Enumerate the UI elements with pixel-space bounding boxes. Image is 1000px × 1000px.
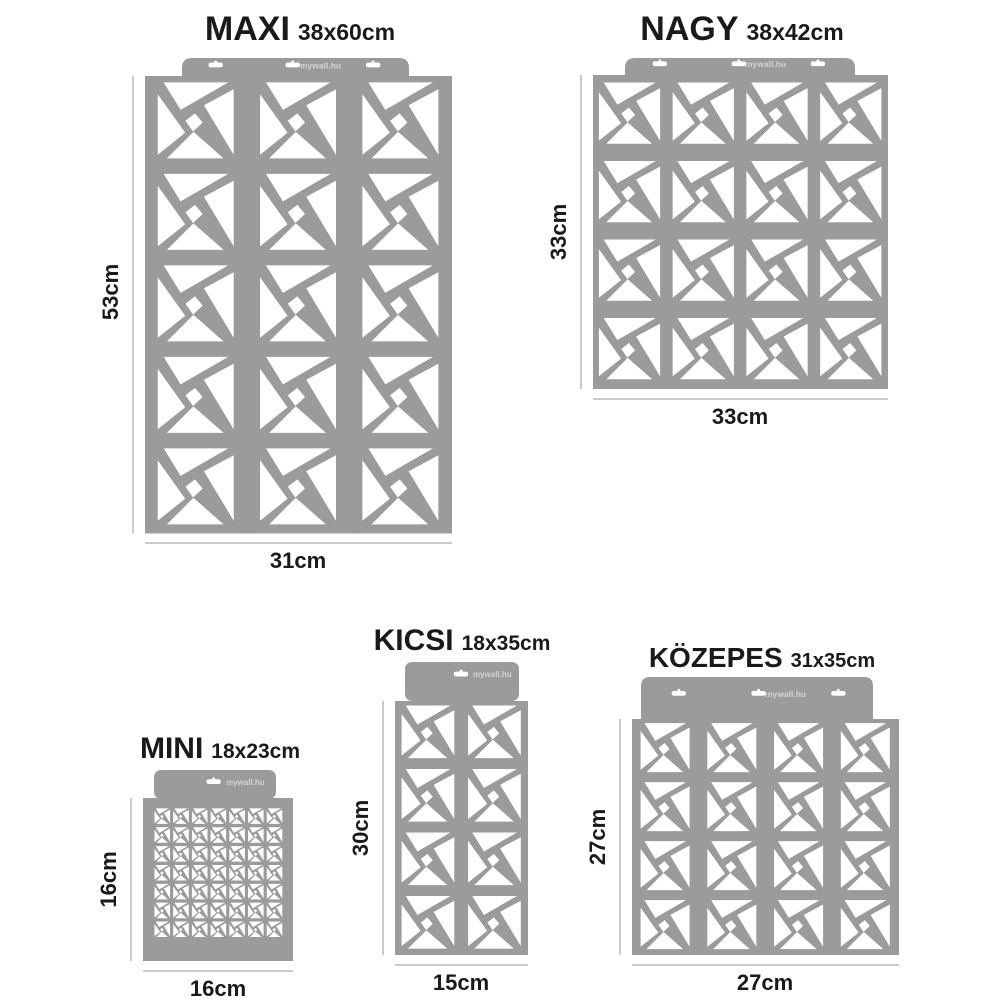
svg-text:mywall.hu: mywall.hu <box>226 778 265 787</box>
svg-text:mywall.hu: mywall.hu <box>745 59 786 69</box>
svg-text:53cm: 53cm <box>98 264 123 320</box>
svg-text:33cm: 33cm <box>712 404 768 429</box>
svg-text:30cm: 30cm <box>348 800 373 856</box>
svg-text:27cm: 27cm <box>585 809 610 865</box>
svg-text:31cm: 31cm <box>270 548 326 573</box>
svg-text:mywall.hu: mywall.hu <box>473 670 512 679</box>
svg-text:33cm: 33cm <box>546 204 571 260</box>
svg-text:mywall.hu: mywall.hu <box>765 689 806 699</box>
svg-text:27cm: 27cm <box>737 970 793 995</box>
svg-text:16cm: 16cm <box>96 851 121 907</box>
svg-text:16cm: 16cm <box>190 976 246 1000</box>
svg-text:mywall.hu: mywall.hu <box>300 60 341 70</box>
svg-text:15cm: 15cm <box>433 970 489 995</box>
